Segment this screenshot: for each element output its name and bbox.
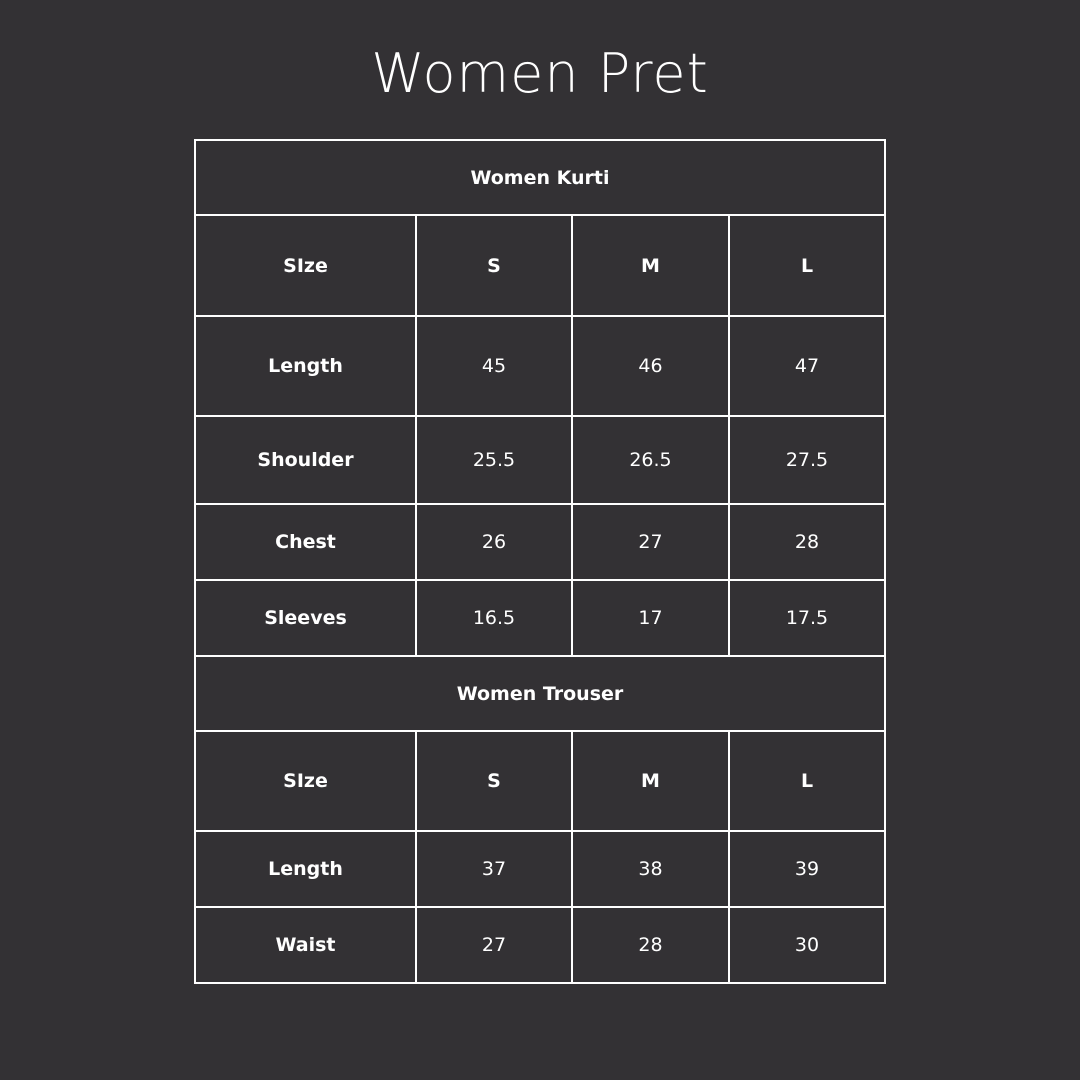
column-header: M xyxy=(573,732,728,830)
measurement-cell: 27 xyxy=(417,908,571,982)
measurement-cell: 26 xyxy=(417,505,571,579)
size-chart-table: Women Kurti SIze S M L Length 45 46 47 Shoulder 25… xyxy=(194,139,886,984)
row-label: Chest xyxy=(196,505,415,579)
page-title: Women Pret xyxy=(371,42,709,105)
section-heading: Women Kurti xyxy=(196,141,884,214)
measurement-cell: 38 xyxy=(573,832,728,906)
column-header: L xyxy=(730,216,884,315)
measurement-cell: 45 xyxy=(417,317,571,415)
row-label: Sleeves xyxy=(196,581,415,655)
measurement-cell: 26.5 xyxy=(573,417,728,503)
measurement-cell: 17 xyxy=(573,581,728,655)
section-heading: Women Trouser xyxy=(196,657,884,730)
measurement-cell: 16.5 xyxy=(417,581,571,655)
column-header: SIze xyxy=(196,732,415,830)
measurement-cell: 46 xyxy=(573,317,728,415)
measurement-cell: 25.5 xyxy=(417,417,571,503)
row-label: Length xyxy=(196,832,415,906)
row-label: Length xyxy=(196,317,415,415)
measurement-cell: 27 xyxy=(573,505,728,579)
measurement-cell: 37 xyxy=(417,832,571,906)
column-header: S xyxy=(417,216,571,315)
measurement-cell: 47 xyxy=(730,317,884,415)
measurement-cell: 28 xyxy=(730,505,884,579)
column-header: L xyxy=(730,732,884,830)
column-header: M xyxy=(573,216,728,315)
measurement-cell: 28 xyxy=(573,908,728,982)
row-label: Shoulder xyxy=(196,417,415,503)
measurement-cell: 39 xyxy=(730,832,884,906)
row-label: Waist xyxy=(196,908,415,982)
column-header: SIze xyxy=(196,216,415,315)
measurement-cell: 27.5 xyxy=(730,417,884,503)
measurement-cell: 30 xyxy=(730,908,884,982)
column-header: S xyxy=(417,732,571,830)
measurement-cell: 17.5 xyxy=(730,581,884,655)
